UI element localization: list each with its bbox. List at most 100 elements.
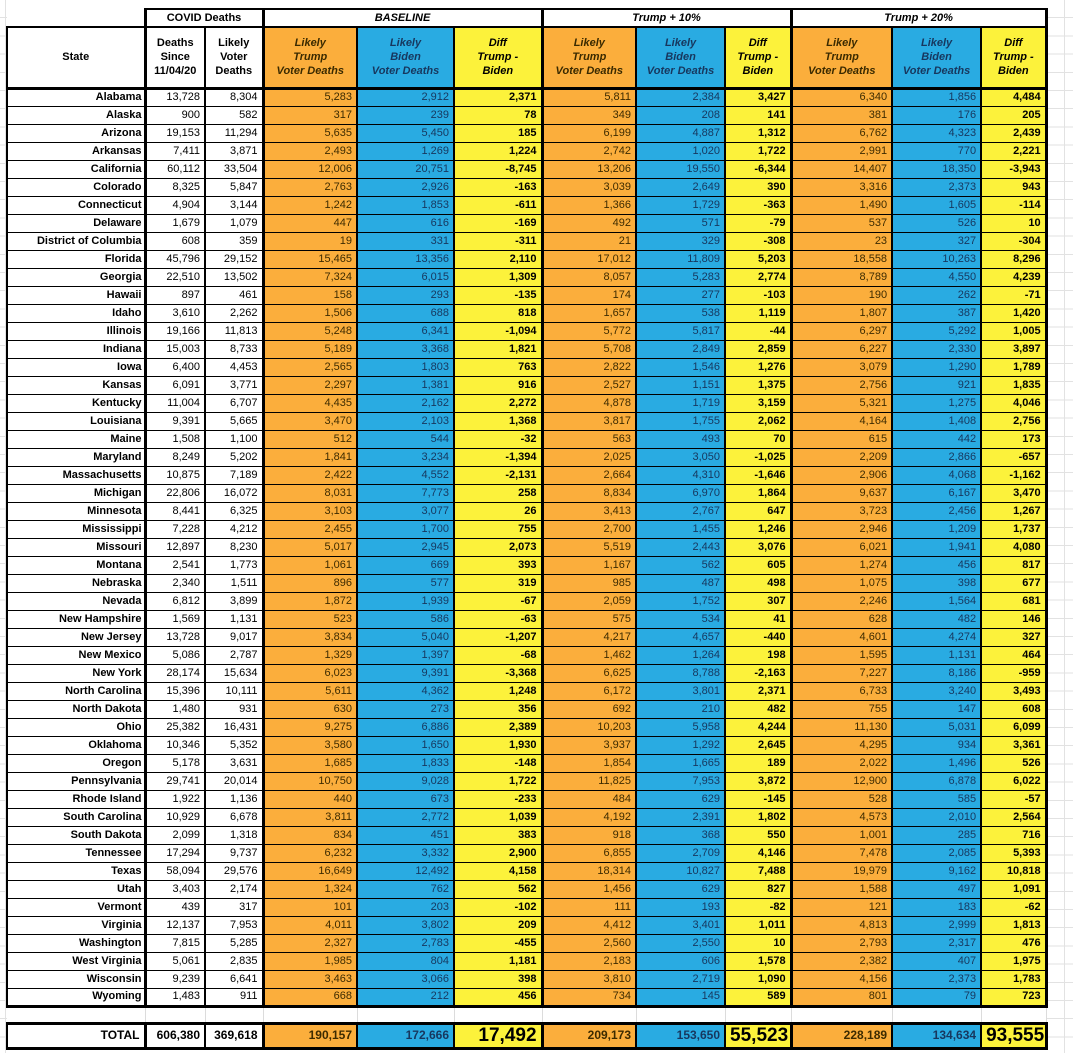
value-cell[interactable]: 3,403 (143, 879, 206, 899)
value-cell[interactable]: 4,164 (789, 411, 894, 431)
value-cell[interactable]: 8,789 (789, 267, 894, 287)
value-cell[interactable]: 101 (261, 897, 359, 917)
value-cell[interactable]: 716 (980, 825, 1048, 845)
value-cell[interactable]: 1,511 (203, 573, 265, 593)
value-cell[interactable]: 6,400 (143, 357, 206, 377)
value-cell[interactable]: 5,611 (261, 681, 359, 701)
value-cell[interactable]: -63 (453, 609, 544, 629)
value-cell[interactable]: 6,199 (540, 123, 638, 143)
value-cell[interactable]: 12,006 (261, 159, 359, 179)
value-cell[interactable]: 4,011 (261, 915, 359, 935)
value-cell[interactable]: 8,031 (261, 483, 359, 503)
value-cell[interactable]: 2,859 (724, 339, 793, 359)
value-cell[interactable]: 6,167 (891, 483, 983, 503)
state-cell[interactable]: West Virginia (6, 951, 146, 971)
value-cell[interactable]: 6,878 (891, 771, 983, 791)
value-cell[interactable]: 1,119 (724, 303, 793, 323)
value-cell[interactable]: 628 (789, 609, 894, 629)
value-cell[interactable]: 4,657 (635, 627, 727, 647)
value-cell[interactable]: 4,274 (891, 627, 983, 647)
value-cell[interactable]: 2,073 (453, 537, 544, 557)
value-cell[interactable]: 4,878 (540, 393, 638, 413)
value-cell[interactable]: 1,091 (980, 879, 1048, 899)
value-cell[interactable]: 10 (980, 213, 1048, 233)
value-cell[interactable]: 2,664 (540, 465, 638, 485)
total-value-cell[interactable]: 55,523 (724, 1021, 793, 1050)
value-cell[interactable]: 158 (261, 285, 359, 305)
value-cell[interactable]: 15,465 (261, 249, 359, 269)
value-cell[interactable]: 390 (724, 177, 793, 197)
value-cell[interactable]: 1,789 (980, 357, 1048, 377)
value-cell[interactable]: 3,470 (980, 483, 1048, 503)
value-cell[interactable]: 15,003 (143, 339, 206, 359)
value-cell[interactable]: 562 (635, 555, 727, 575)
value-cell[interactable]: 534 (635, 609, 727, 629)
value-cell[interactable]: 3,159 (724, 393, 793, 413)
value-cell[interactable]: 285 (891, 825, 983, 845)
value-cell[interactable]: 5,519 (540, 537, 638, 557)
value-cell[interactable]: 9,162 (891, 861, 983, 881)
value-cell[interactable]: 3,368 (356, 339, 456, 359)
state-cell[interactable]: Ohio (6, 717, 146, 737)
value-cell[interactable]: 1,835 (980, 375, 1048, 395)
value-cell[interactable]: 1,131 (203, 609, 265, 629)
value-cell[interactable]: 1,490 (789, 195, 894, 215)
state-cell[interactable]: Nebraska (6, 573, 146, 593)
value-cell[interactable]: 29,152 (203, 249, 265, 269)
value-cell[interactable]: -1,207 (453, 627, 544, 647)
value-cell[interactable]: 931 (203, 699, 265, 719)
value-cell[interactable]: -308 (724, 231, 793, 251)
state-cell[interactable]: Mississippi (6, 519, 146, 539)
value-cell[interactable]: 6,227 (789, 339, 894, 359)
value-cell[interactable]: 817 (980, 555, 1048, 575)
value-cell[interactable]: 4,080 (980, 537, 1048, 557)
value-cell[interactable]: 4,601 (789, 627, 894, 647)
value-cell[interactable]: 3,470 (261, 411, 359, 431)
value-cell[interactable]: 2,756 (789, 375, 894, 395)
state-cell[interactable]: New Jersey (6, 627, 146, 647)
value-cell[interactable]: 1,324 (261, 879, 359, 899)
value-cell[interactable]: 2,022 (789, 753, 894, 773)
value-cell[interactable]: 6,625 (540, 663, 638, 683)
column-header-t20-trump-deaths[interactable]: Likely Trump Voter Deaths (789, 26, 894, 90)
value-cell[interactable]: 5,061 (143, 951, 206, 971)
value-cell[interactable]: 2,373 (891, 177, 983, 197)
value-cell[interactable]: 4,573 (789, 807, 894, 827)
value-cell[interactable]: 4,217 (540, 627, 638, 647)
value-cell[interactable]: 15,634 (203, 663, 265, 683)
value-cell[interactable]: 210 (635, 699, 727, 719)
value-cell[interactable]: 4,295 (789, 735, 894, 755)
value-cell[interactable]: 456 (453, 987, 544, 1008)
value-cell[interactable]: 8,733 (203, 339, 265, 359)
value-cell[interactable]: 1,813 (980, 915, 1048, 935)
value-cell[interactable]: 896 (261, 573, 359, 593)
value-cell[interactable]: 18,314 (540, 861, 638, 881)
value-cell[interactable]: 1,975 (980, 951, 1048, 971)
value-cell[interactable]: 1,854 (540, 753, 638, 773)
value-cell[interactable]: 608 (980, 699, 1048, 719)
value-cell[interactable]: 9,275 (261, 717, 359, 737)
value-cell[interactable]: 1,264 (635, 645, 727, 665)
value-cell[interactable]: 4,435 (261, 393, 359, 413)
value-cell[interactable]: 6,707 (203, 393, 265, 413)
value-cell[interactable]: 307 (724, 591, 793, 611)
value-cell[interactable]: 5,189 (261, 339, 359, 359)
value-cell[interactable]: 1,420 (980, 303, 1048, 323)
column-header-baseline-trump-deaths[interactable]: Likely Trump Voter Deaths (261, 26, 359, 90)
value-cell[interactable]: 15,396 (143, 681, 206, 701)
value-cell[interactable]: 3,493 (980, 681, 1048, 701)
value-cell[interactable]: 111 (540, 897, 638, 917)
value-cell[interactable]: 1,131 (891, 645, 983, 665)
value-cell[interactable]: 1,329 (261, 645, 359, 665)
value-cell[interactable]: 3,937 (540, 735, 638, 755)
value-cell[interactable]: 921 (891, 375, 983, 395)
value-cell[interactable]: 512 (261, 429, 359, 449)
column-header-t10-trump-deaths[interactable]: Likely Trump Voter Deaths (540, 26, 638, 90)
value-cell[interactable]: -611 (453, 195, 544, 215)
value-cell[interactable]: 273 (356, 699, 456, 719)
value-cell[interactable]: 28,174 (143, 663, 206, 683)
value-cell[interactable]: 2,317 (891, 933, 983, 953)
value-cell[interactable]: 1,719 (635, 393, 727, 413)
value-cell[interactable]: 3,079 (789, 357, 894, 377)
value-cell[interactable]: 5,772 (540, 321, 638, 341)
